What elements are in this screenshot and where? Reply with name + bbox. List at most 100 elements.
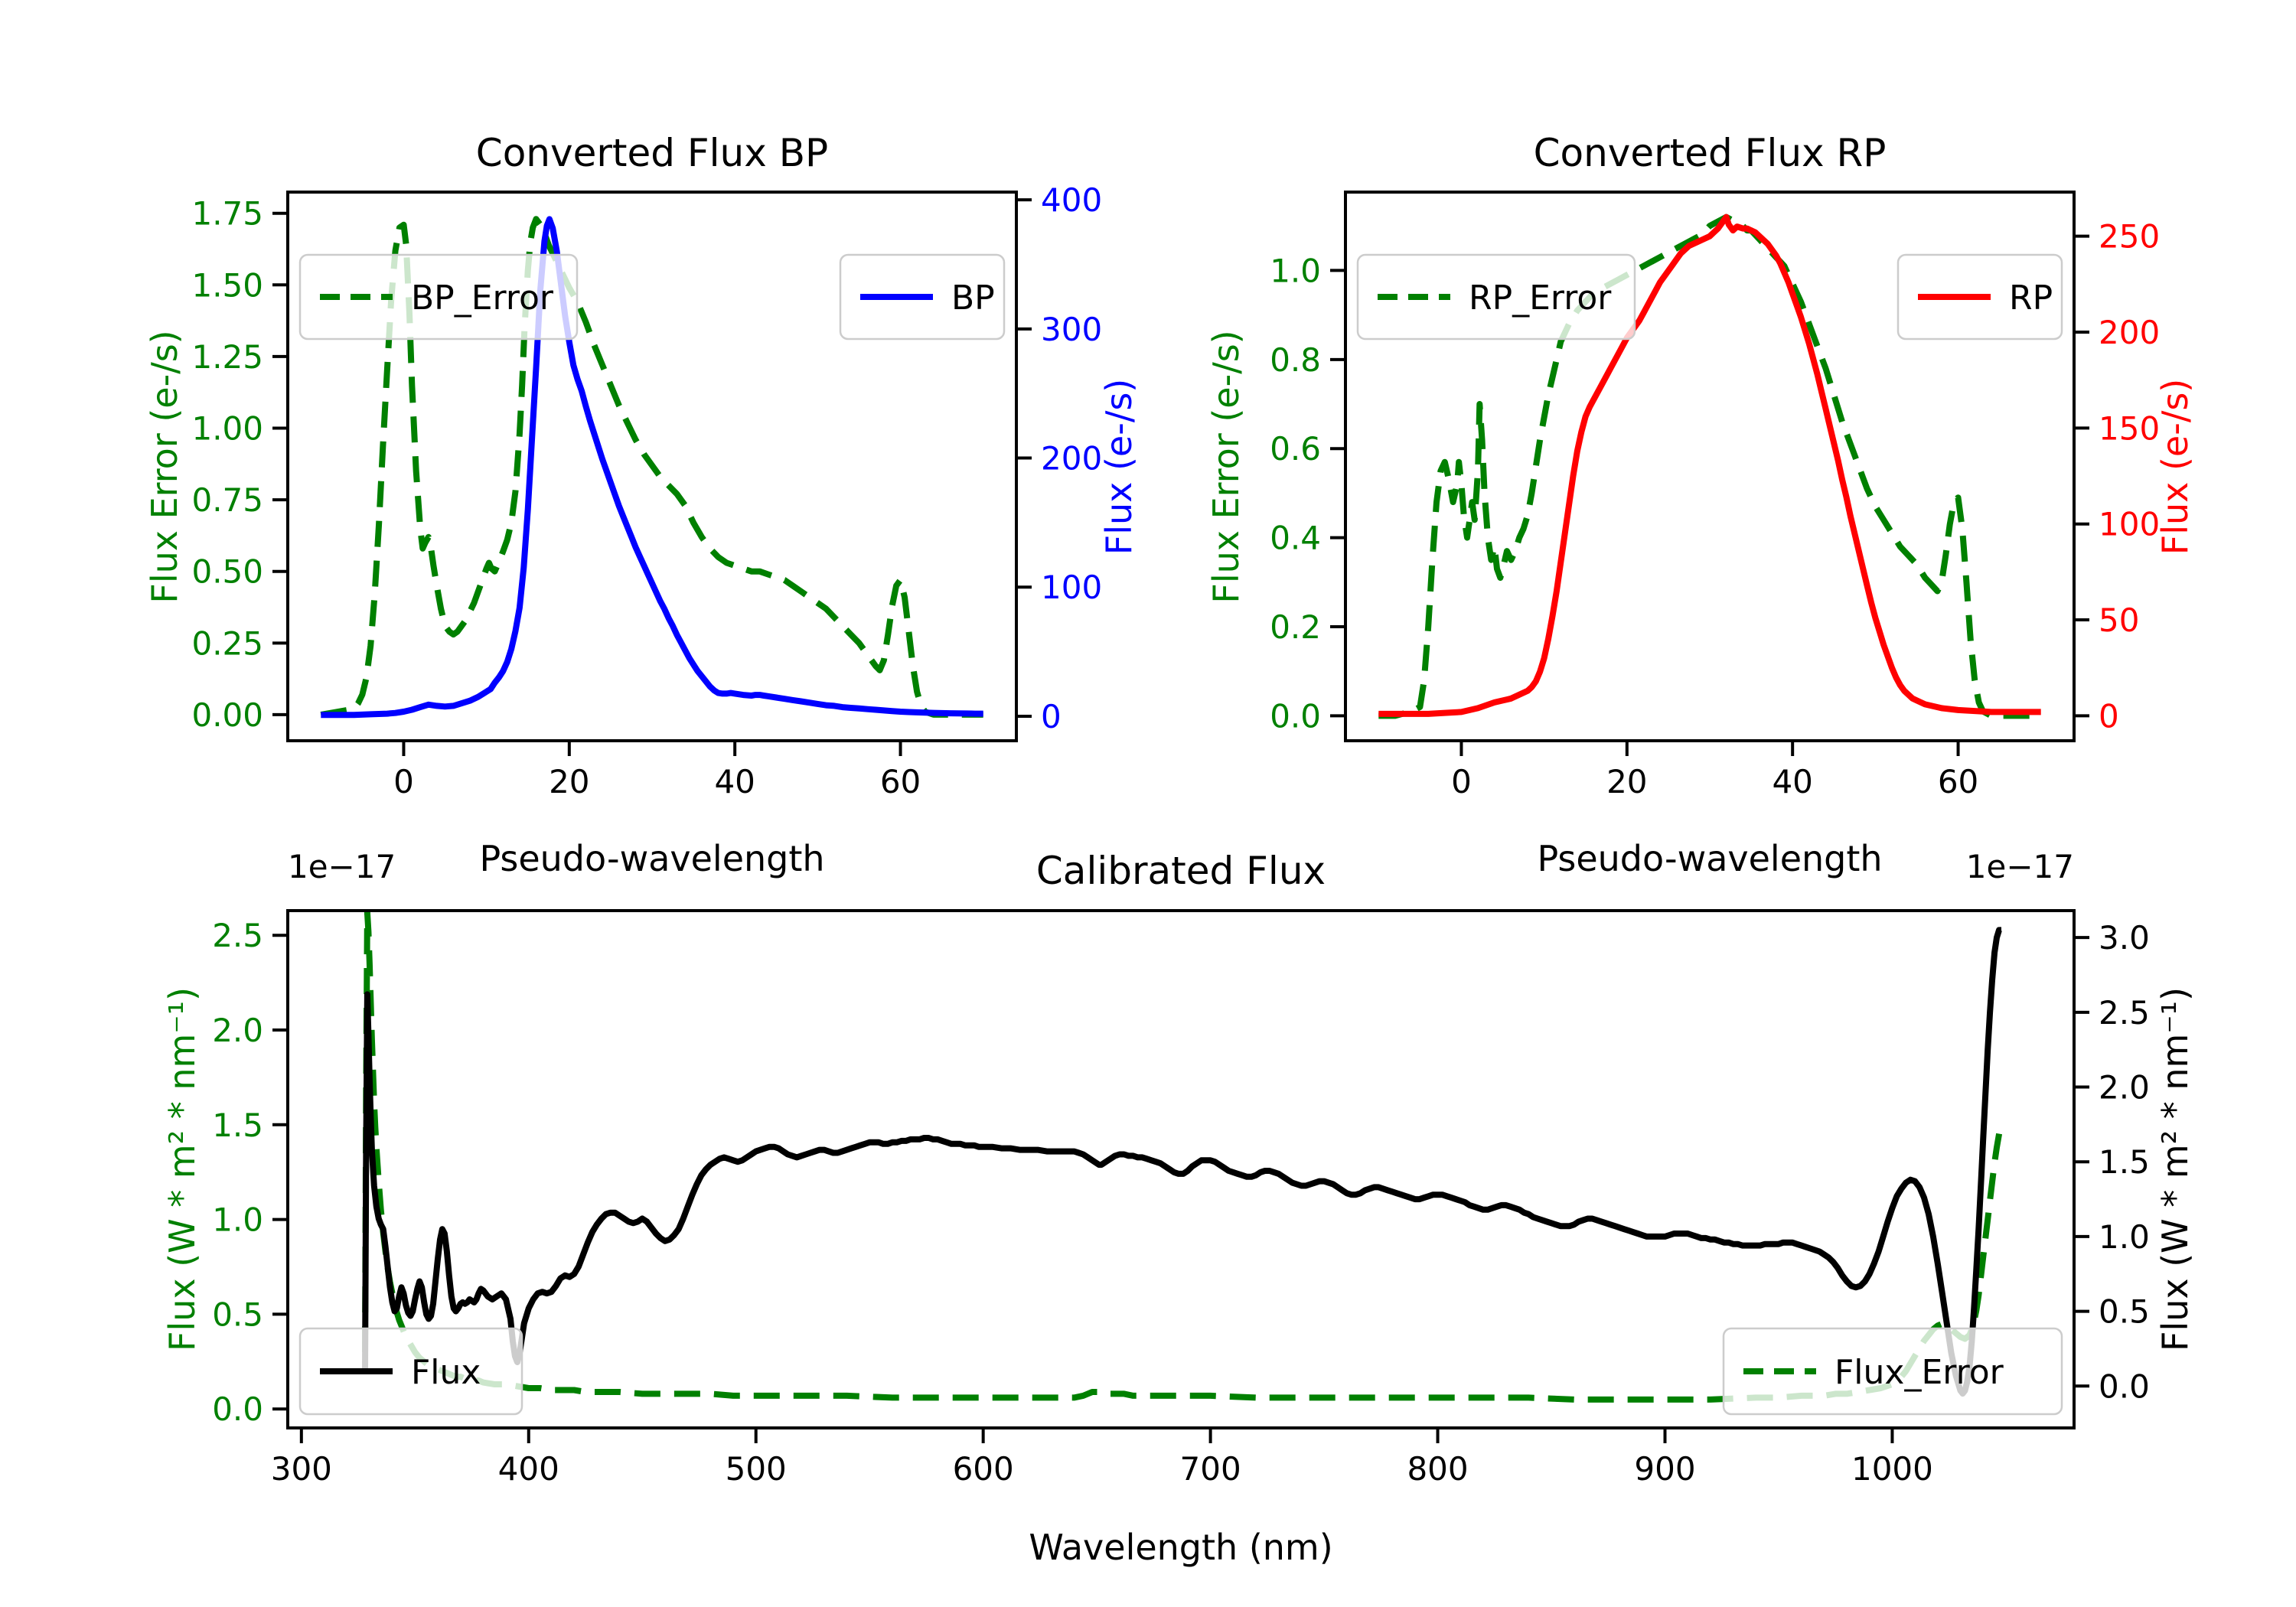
rp-left-ytick-label: 0.8 <box>1270 341 1321 379</box>
calibrated-left-ytick-label: 1.0 <box>212 1201 263 1239</box>
bp-left-ytick-label: 1.25 <box>191 338 263 376</box>
rp-right-ytick-label: 50 <box>2099 601 2139 639</box>
rp-curve-rp <box>1378 214 2041 717</box>
rp-plot-area <box>1378 214 2041 719</box>
rp-legend-label: RP <box>2009 279 2053 318</box>
calibrated-xtick-label: 900 <box>1634 1450 1695 1488</box>
bp-right-ytick-label: 200 <box>1041 440 1102 478</box>
bp-left-ticks: 0.00 0.25 0.50 0.75 1.00 1.25 1.50 1.75 <box>191 195 288 734</box>
calibrated-xlabel: Wavelength (nm) <box>1029 1527 1333 1568</box>
calibrated-right-ytick-label: 1.5 <box>2099 1143 2150 1181</box>
rp-right-ylabel: Flux (e-/s) <box>2154 378 2196 556</box>
bp-right-ticks: 0 100 200 300 400 <box>1016 181 1102 735</box>
rp-right-ticks: 0 50 100 150 200 250 <box>2074 218 2160 735</box>
bp-curve-bp <box>321 216 983 719</box>
rp-right-ytick-label: 250 <box>2099 218 2160 256</box>
rp-legend-rp_error <box>1356 253 1636 341</box>
calibrated-right-ytick-label: 2.5 <box>2099 994 2150 1032</box>
bp-xlabel: Pseudo-wavelength <box>479 838 825 879</box>
calibrated-left-ticks: 0.0 0.5 1.0 1.5 2.0 2.5 <box>212 917 288 1428</box>
rp-left-ticks: 0.0 0.2 0.4 0.6 0.8 1.0 <box>1270 252 1345 735</box>
calibrated-right-ticks: 0.0 0.5 1.0 1.5 2.0 2.5 3.0 <box>2074 919 2150 1405</box>
bp-legend-label: BP <box>951 279 995 318</box>
calibrated-left-offset: 1e−17 <box>288 848 396 885</box>
rp-left-ylabel: Flux Error (e-/s) <box>1205 330 1247 604</box>
rp-left-ytick-label: 0.0 <box>1270 697 1321 735</box>
calibrated-left-ytick-label: 1.5 <box>212 1107 263 1144</box>
calibrated-left-ytick-label: 2.5 <box>212 917 263 954</box>
calibrated-plot-area <box>362 911 2004 1403</box>
calibrated-xtick-label: 400 <box>498 1450 559 1488</box>
bp-left-ytick-label: 0.75 <box>191 481 263 519</box>
calibrated-left-ytick-label: 0.5 <box>212 1296 263 1333</box>
calibrated-xtick-label: 600 <box>953 1450 1014 1488</box>
calibrated-right-ytick-label: 1.0 <box>2099 1218 2150 1256</box>
bp-right-ytick-label: 0 <box>1041 698 1062 735</box>
calibrated-left-ylabel: Flux (W * m² * nm⁻¹) <box>161 986 203 1352</box>
calibrated-curve-flux_error <box>362 911 2004 1403</box>
rp-xtick-label: 20 <box>1606 763 1647 800</box>
rp-xtick-label: 0 <box>1451 763 1472 800</box>
rp-xlabel: Pseudo-wavelength <box>1537 838 1883 879</box>
bp-left-ytick-label: 1.50 <box>191 266 263 304</box>
bp-xtick-label: 60 <box>880 763 921 800</box>
bp-right-ytick-label: 400 <box>1041 181 1102 219</box>
bp-error-legend-label: BP_Error <box>411 279 553 318</box>
bp-plot-area <box>320 216 983 719</box>
bp-left-ytick-label: 0.50 <box>191 553 263 591</box>
calibrated-curve-flux <box>362 927 2002 1397</box>
flux-error-legend-label: Flux_Error <box>1835 1353 2004 1392</box>
bp-left-ylabel: Flux Error (e-/s) <box>144 330 185 604</box>
rp-legend-rp <box>1896 253 2063 341</box>
rp-right-ytick-label: 100 <box>2099 506 2160 543</box>
rp-right-ytick-label: 200 <box>2099 314 2160 351</box>
bp-left-ytick-label: 1.00 <box>191 410 263 448</box>
calibrated-right-offset: 1e−17 <box>1965 848 2074 885</box>
rp-error-legend-label: RP_Error <box>1469 279 1612 318</box>
calibrated-title: Calibrated Flux <box>1035 849 1326 893</box>
bp-right-ytick-label: 100 <box>1041 569 1102 606</box>
bp-curve-bp_error <box>320 216 983 718</box>
calibrated-xtick-label: 300 <box>271 1450 332 1488</box>
calibrated-left-ytick-label: 2.0 <box>212 1012 263 1049</box>
calibrated-xtick-label: 800 <box>1407 1450 1468 1488</box>
bp-right-ytick-label: 300 <box>1041 311 1102 348</box>
bp-legend-bp_error <box>298 253 579 341</box>
rp-xtick-label: 40 <box>1772 763 1812 800</box>
calibrated-xtick-label: 1000 <box>1851 1450 1933 1488</box>
bp-right-ylabel: Flux (e-/s) <box>1098 378 1140 556</box>
calibrated-legend-flux <box>298 1327 523 1416</box>
bp-xtick-label: 40 <box>714 763 755 800</box>
calibrated-xtick-label: 700 <box>1180 1450 1241 1488</box>
rp-title: Converted Flux RP <box>1533 131 1887 175</box>
rp-left-ytick-label: 0.6 <box>1270 430 1321 468</box>
rp-x-ticks: 0 20 40 60 <box>1451 741 1978 800</box>
bp-left-ytick-label: 0.00 <box>191 696 263 734</box>
flux-legend-label: Flux <box>411 1353 481 1392</box>
rp-xtick-label: 60 <box>1938 763 1978 800</box>
rp-right-ytick-label: 150 <box>2099 409 2160 447</box>
rp-left-ytick-label: 1.0 <box>1270 252 1321 289</box>
bp-axes-frame <box>286 191 1018 742</box>
bp-xtick-label: 20 <box>549 763 589 800</box>
calibrated-right-ytick-label: 0.5 <box>2099 1293 2150 1331</box>
calibrated-legend-flux_error <box>1722 1327 2063 1416</box>
rp-axes-frame <box>1344 191 2076 742</box>
bp-x-ticks: 0 20 40 60 <box>393 741 921 800</box>
calibrated-axes-frame <box>286 909 2076 1429</box>
calibrated-x-ticks: 300 400 500 600 700 800 900 1000 <box>271 1428 1933 1488</box>
calibrated-right-ylabel: Flux (W * m² * nm⁻¹) <box>2154 986 2196 1352</box>
calibrated-right-ytick-label: 2.0 <box>2099 1069 2150 1107</box>
bp-legend-bp <box>839 253 1006 341</box>
calibrated-left-ytick-label: 0.0 <box>212 1390 263 1428</box>
bp-left-ytick-label: 0.25 <box>191 624 263 662</box>
calibrated-xtick-label: 500 <box>726 1450 787 1488</box>
bp-title: Converted Flux BP <box>475 131 829 175</box>
rp-right-ytick-label: 0 <box>2099 697 2119 735</box>
rp-left-ytick-label: 0.2 <box>1270 608 1321 646</box>
bp-left-ytick-label: 1.75 <box>191 195 263 233</box>
calibrated-right-ytick-label: 0.0 <box>2099 1367 2150 1405</box>
rp-left-ytick-label: 0.4 <box>1270 520 1321 557</box>
